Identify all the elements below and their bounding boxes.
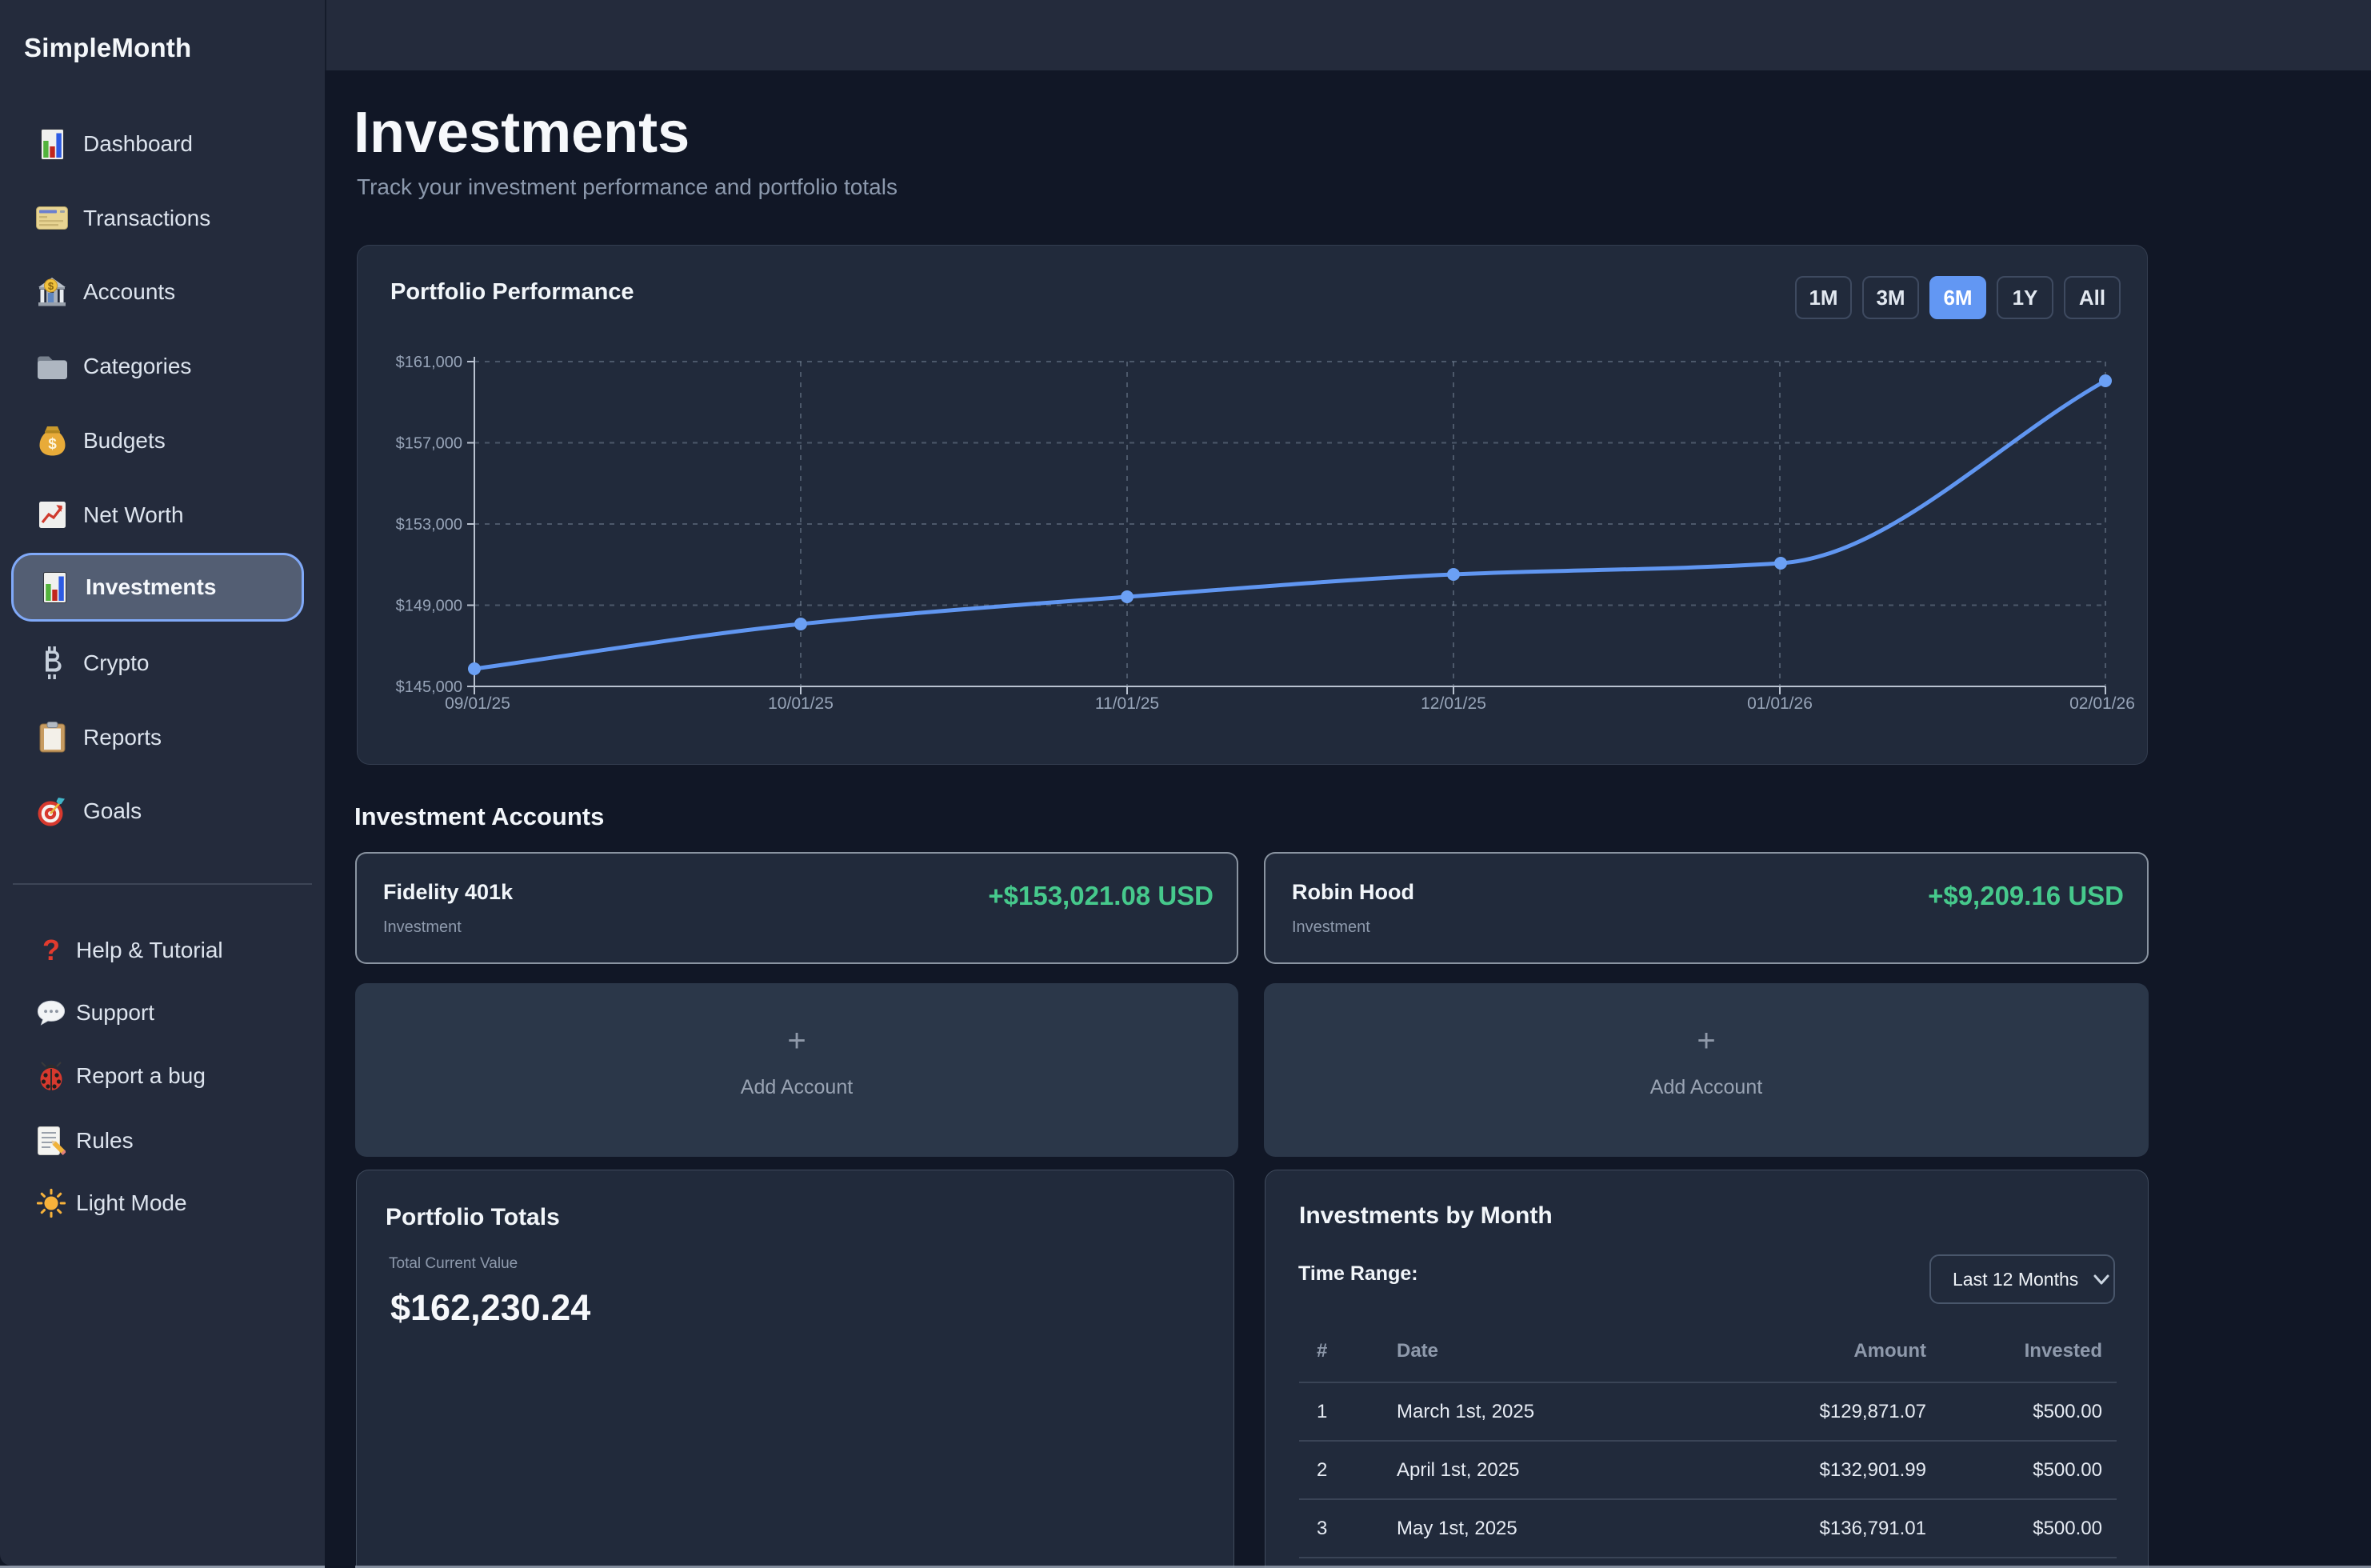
svg-text:10/01/25: 10/01/25 (768, 694, 834, 713)
svg-text:01/01/26: 01/01/26 (1747, 694, 1813, 713)
svg-text:09/01/25: 09/01/25 (445, 694, 510, 713)
svg-text:$153,000: $153,000 (396, 516, 462, 534)
svg-text:02/01/26: 02/01/26 (2069, 694, 2135, 713)
svg-text:11/01/25: 11/01/25 (1095, 694, 1159, 713)
svg-text:12/01/25: 12/01/25 (1421, 694, 1486, 713)
svg-text:$149,000: $149,000 (396, 598, 462, 615)
svg-text:$161,000: $161,000 (396, 354, 462, 371)
svg-text:$157,000: $157,000 (396, 435, 462, 453)
svg-text:$: $ (48, 280, 54, 292)
svg-text:$: $ (48, 436, 57, 453)
svg-text:$145,000: $145,000 (396, 678, 462, 696)
